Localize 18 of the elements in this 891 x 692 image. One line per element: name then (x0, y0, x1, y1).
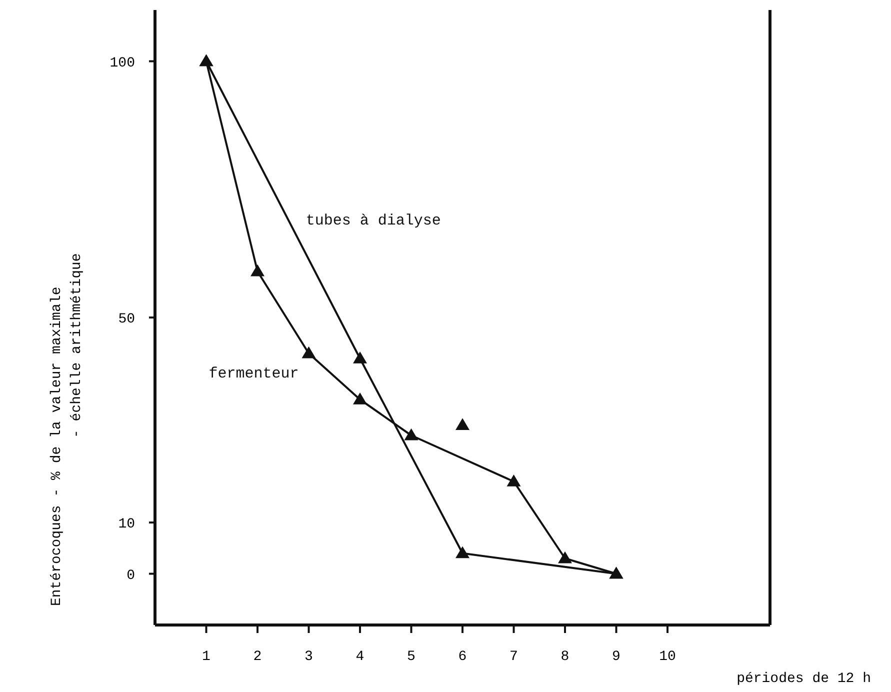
x-tick-label: 6 (458, 649, 467, 665)
x-tick-label: 7 (510, 649, 518, 665)
x-tick-label: 10 (659, 649, 676, 665)
x-tick-label: 4 (356, 649, 364, 665)
x-tick-label: 8 (560, 649, 570, 665)
x-tick-label: 5 (407, 649, 416, 665)
x-tick-label: 2 (253, 649, 262, 665)
x-tick-label: 3 (304, 649, 313, 665)
y-tick-label: 50 (118, 312, 135, 328)
y-tick-label: 10 (118, 516, 135, 532)
series-label: fermenteur (208, 365, 299, 382)
series-label: tubes à dialyse (306, 212, 441, 230)
x-axis-title: périodes de 12 h (736, 671, 871, 687)
x-tick-label: 9 (612, 649, 620, 665)
x-tick-label: 1 (202, 649, 210, 665)
y-tick-label: 0 (126, 568, 135, 584)
y-tick-label: 100 (110, 55, 135, 72)
y-axis-title: Entérocoques - % de la valeur maximale - échelle arithmétique (49, 253, 85, 606)
